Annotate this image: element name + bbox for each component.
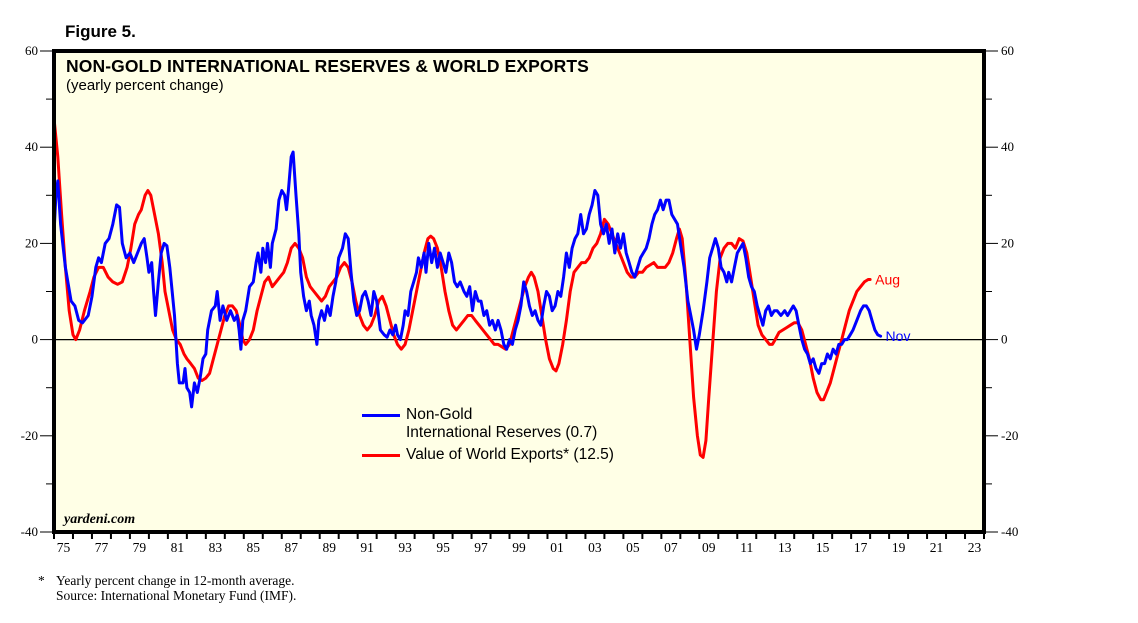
x-tick-label: 85 [247, 540, 261, 555]
end-label-reserves: Nov [886, 328, 911, 344]
x-tick-label: 01 [550, 540, 564, 555]
x-tick-label: 19 [892, 540, 906, 555]
x-tick-label: 81 [171, 540, 185, 555]
x-tick-label: 93 [398, 540, 412, 555]
legend-label-exports: Value of World Exports* (12.5) [406, 446, 614, 463]
y-tick-label-left: 0 [32, 332, 39, 347]
x-tick-label: 97 [474, 540, 488, 555]
y-tick-label-left: -40 [21, 524, 38, 539]
x-tick-label: 99 [512, 540, 526, 555]
x-axis: 75 77 79 81 83 85 87 89 91 93 95 97 99 01 03 05 07 09 11 13… [53, 532, 985, 555]
footnote-note: Yearly percent change in 12-month averag… [56, 573, 295, 588]
footnote: * Yearly percent change in 12-month avera… [38, 573, 296, 603]
x-tick-label: 13 [778, 540, 792, 555]
footnote-source: Source: International Monetary Fund (IMF… [56, 588, 297, 603]
legend-item-reserves: Non-Gold International Reserves (0.7) [362, 406, 614, 442]
x-tick-label: 07 [664, 540, 678, 555]
y-tick-label-left: -20 [21, 428, 38, 443]
legend-label-reserves-line2: International Reserves (0.7) [406, 424, 598, 441]
end-label-exports: Aug [875, 271, 900, 287]
y-tick-label-right: -40 [1001, 524, 1018, 539]
x-tick-label: 17 [854, 540, 868, 555]
series-line-exports [52, 116, 872, 459]
right-y-axis: -40 -20 0 20 40 60 [984, 43, 1018, 539]
figure-label: Figure 5. [65, 22, 136, 41]
footnote-marker: * [38, 573, 45, 588]
x-tick-label: 77 [95, 540, 109, 555]
x-tick-label: 79 [133, 540, 147, 555]
legend-item-exports: Value of World Exports* (12.5) [362, 446, 614, 464]
y-tick-label-left: 60 [25, 43, 38, 58]
x-tick-label: 05 [626, 540, 640, 555]
x-tick-label: 89 [322, 540, 336, 555]
x-tick-label: 11 [740, 540, 753, 555]
chart-title: NON-GOLD INTERNATIONAL RESERVES & WORLD … [66, 56, 589, 76]
y-tick-label-left: 40 [25, 139, 38, 154]
legend-label-reserves-line1: Non-Gold [406, 406, 473, 423]
y-tick-label-right: -20 [1001, 428, 1018, 443]
series-group: Aug Nov [52, 116, 911, 459]
x-tick-label: 09 [702, 540, 716, 555]
x-tick-label: 87 [284, 540, 298, 555]
x-tick-label: 21 [930, 540, 944, 555]
x-tick-label: 83 [209, 540, 223, 555]
x-tick-label: 91 [360, 540, 374, 555]
y-tick-label-right: 40 [1001, 139, 1014, 154]
legend-swatch-exports [362, 454, 400, 457]
y-tick-label-left: 20 [25, 235, 38, 250]
plot-background [54, 51, 984, 532]
y-tick-label-right: 0 [1001, 332, 1008, 347]
x-tick-label: 15 [816, 540, 830, 555]
legend-swatch-reserves [362, 414, 400, 417]
plot-frame [52, 49, 986, 534]
chart-subtitle: (yearly percent change) [66, 77, 224, 94]
series-line-reserves [52, 150, 883, 409]
legend: Non-Gold International Reserves (0.7) Va… [362, 406, 614, 464]
x-tick-label: 95 [436, 540, 450, 555]
left-y-axis: -40 -20 0 20 40 60 [21, 43, 54, 539]
x-tick-label: 03 [588, 540, 602, 555]
x-tick-label: 75 [57, 540, 71, 555]
watermark: yardeni.com [64, 512, 136, 527]
y-tick-label-right: 20 [1001, 235, 1014, 250]
y-tick-label-right: 60 [1001, 43, 1014, 58]
x-tick-label: 23 [968, 540, 982, 555]
